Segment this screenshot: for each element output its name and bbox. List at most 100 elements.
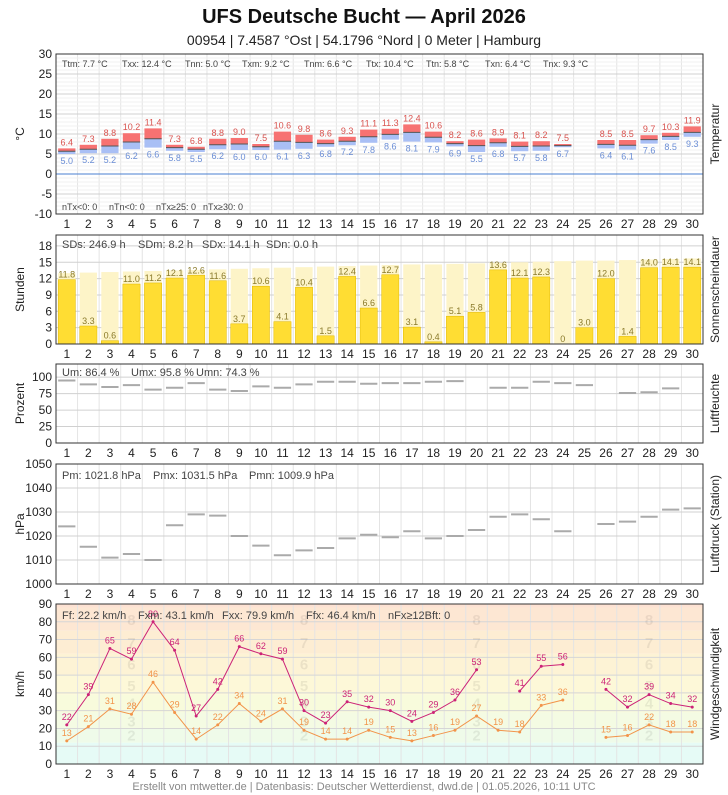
tmin-bar xyxy=(338,141,356,146)
y-tick-label: -5 xyxy=(41,187,52,201)
series-value-label: 59 xyxy=(277,646,287,656)
stat-text: Um: 86.4 % xyxy=(62,367,120,379)
stat-text: Umx: 95.8 % xyxy=(131,367,194,379)
x-tick-label: 11 xyxy=(276,217,289,231)
series-point-ff xyxy=(173,710,177,714)
station-info: 00954 | 7.4587 °Ost | 54.1796 °Nord | 0 … xyxy=(186,32,542,48)
series-point-fx xyxy=(216,687,220,691)
stat-text: Ff: 22.2 km/h xyxy=(62,610,126,622)
beaufort-number: 8 xyxy=(300,612,308,629)
y-tick-label: 5 xyxy=(45,147,52,161)
y-tick-label: 0 xyxy=(45,337,52,351)
stat-text: Tnx: 9.3 °C xyxy=(543,59,589,69)
x-tick-label: 21 xyxy=(491,217,505,231)
y-tick-label: 30 xyxy=(39,704,53,718)
x-tick-label: 28 xyxy=(642,587,656,601)
x-tick-label: 24 xyxy=(556,587,570,601)
tmax-bar xyxy=(662,132,680,137)
series-value-label: 27 xyxy=(191,703,201,713)
x-tick-label: 11 xyxy=(276,446,289,460)
stat-text: Ttn: 5.8 °C xyxy=(426,59,470,69)
sunshine-bar xyxy=(165,277,184,345)
series-point-ff xyxy=(561,698,565,702)
x-tick-label: 20 xyxy=(470,446,484,460)
sunshine-bar xyxy=(467,312,486,345)
beaufort-number: 6 xyxy=(300,656,308,673)
stat-text: nTx<0: 0 xyxy=(62,202,97,212)
sunshine-bar xyxy=(381,274,400,345)
series-value-label: 19 xyxy=(299,717,309,727)
series-value-label: 65 xyxy=(105,635,115,645)
tmax-label: 6.4 xyxy=(61,137,74,147)
series-value-label: 21 xyxy=(83,714,93,724)
series-value-label: 30 xyxy=(385,698,395,708)
series-value-label: 18 xyxy=(687,719,697,729)
x-tick-label: 16 xyxy=(384,347,398,361)
series-value-label: 42 xyxy=(213,676,223,686)
sunshine-bar xyxy=(79,325,98,345)
x-tick-label: 8 xyxy=(214,767,221,781)
x-tick-label: 15 xyxy=(362,347,376,361)
x-tick-label: 12 xyxy=(297,587,311,601)
y-tick-label: 50 xyxy=(39,668,53,682)
tmin-label: 8.6 xyxy=(384,142,397,152)
tmin-bar xyxy=(381,134,399,140)
x-tick-label: 2 xyxy=(85,347,92,361)
x-tick-label: 22 xyxy=(513,587,527,601)
possible-sunshine-bar xyxy=(618,260,637,344)
tmax-bar xyxy=(532,141,550,146)
y-axis-label: hPa xyxy=(13,513,27,535)
tmax-bar xyxy=(252,144,270,147)
tmax-label: 10.6 xyxy=(274,121,292,131)
x-tick-label: 15 xyxy=(362,446,376,460)
tmax-label: 8.8 xyxy=(104,128,117,138)
x-tick-label: 5 xyxy=(150,217,157,231)
possible-sunshine-bar xyxy=(316,266,335,344)
tmin-bar xyxy=(79,149,97,154)
x-tick-label: 24 xyxy=(556,347,570,361)
sunshine-value-label: 3.3 xyxy=(82,316,95,326)
stat-text: nTx≥30: 0 xyxy=(203,202,243,212)
sunshine-bar xyxy=(640,267,658,345)
beaufort-number: 8 xyxy=(472,612,480,629)
y-tick-label: 70 xyxy=(39,633,53,647)
x-tick-label: 4 xyxy=(128,767,135,781)
x-tick-label: 1 xyxy=(63,446,70,460)
stat-text: Txn: 6.4 °C xyxy=(485,59,531,69)
x-tick-label: 17 xyxy=(405,587,419,601)
x-tick-label: 15 xyxy=(362,217,376,231)
x-tick-label: 14 xyxy=(340,217,354,231)
x-tick-label: 13 xyxy=(319,347,333,361)
series-value-label: 19 xyxy=(493,717,503,727)
x-tick-label: 1 xyxy=(63,217,70,231)
x-tick-label: 29 xyxy=(664,587,678,601)
y-tick-label: 25 xyxy=(39,67,53,81)
series-point-fx xyxy=(173,648,177,652)
x-tick-label: 28 xyxy=(642,347,656,361)
y-tick-label: 20 xyxy=(39,721,53,735)
x-tick-label: 3 xyxy=(107,217,114,231)
x-tick-label: 21 xyxy=(491,347,505,361)
series-point-ff xyxy=(151,680,155,684)
x-tick-label: 3 xyxy=(107,347,114,361)
tmax-label: 8.5 xyxy=(621,129,634,139)
x-tick-label: 8 xyxy=(214,587,221,601)
series-point-ff xyxy=(539,703,543,707)
series-value-label: 15 xyxy=(385,724,395,734)
tmin-bar xyxy=(295,142,313,149)
y-tick-label: 1040 xyxy=(25,481,52,495)
sunshine-value-label: 5.1 xyxy=(449,306,462,316)
sunshine-bar xyxy=(661,266,680,345)
tmax-label: 6.8 xyxy=(190,136,203,146)
series-value-label: 41 xyxy=(515,678,525,688)
sunshine-value-label: 3.7 xyxy=(233,314,246,324)
series-value-label: 80 xyxy=(148,609,158,619)
plot-border xyxy=(55,234,704,345)
possible-sunshine-bar xyxy=(424,264,443,344)
beaufort-number: 6 xyxy=(645,656,653,673)
sunshine-value-label: 3.1 xyxy=(406,317,419,327)
x-tick-label: 27 xyxy=(621,347,635,361)
x-tick-label: 7 xyxy=(193,217,200,231)
